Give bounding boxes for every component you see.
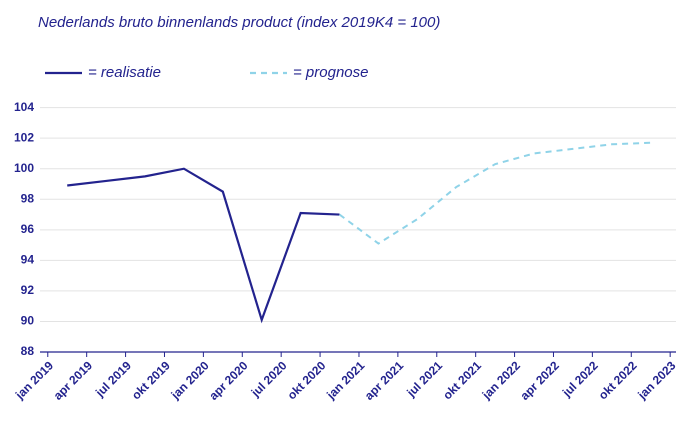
y-tick-label: 90 — [21, 314, 35, 328]
y-tick-label: 102 — [14, 130, 34, 144]
x-tick-label: apr 2021 — [362, 358, 407, 403]
y-tick-label: 98 — [21, 191, 35, 205]
y-tick-label: 104 — [14, 100, 34, 114]
y-tick-label: 96 — [21, 222, 35, 236]
chart-title: Nederlands bruto binnenlands product (in… — [38, 14, 440, 31]
x-tick-label: okt 2022 — [596, 358, 640, 402]
x-tick-label: jul 2019 — [92, 358, 134, 400]
x-tick-label: jan 2020 — [168, 358, 212, 402]
series-line — [67, 167, 340, 324]
y-tick-label: 100 — [14, 161, 34, 175]
x-tick-label: apr 2022 — [517, 358, 562, 403]
x-tick-label: apr 2020 — [206, 358, 251, 403]
x-tick-label: jul 2021 — [403, 358, 445, 400]
legend-label: = realisatie — [88, 64, 161, 81]
x-tick-label: okt 2019 — [129, 358, 173, 402]
x-tick-label: jul 2022 — [559, 358, 601, 400]
x-tick-label: jan 2021 — [323, 358, 367, 402]
x-tick-label: jul 2020 — [248, 358, 290, 400]
y-tick-label: 94 — [21, 253, 35, 267]
x-tick-label: jan 2023 — [634, 358, 678, 402]
x-tick-label: jan 2022 — [479, 358, 523, 402]
x-tick-label: jan 2019 — [12, 358, 56, 402]
legend-label: = prognose — [293, 64, 368, 81]
y-tick-label: 88 — [21, 344, 35, 358]
series-line — [338, 141, 651, 245]
x-tick-label: apr 2019 — [51, 358, 96, 403]
x-tick-label: okt 2020 — [285, 358, 329, 402]
x-tick-label: okt 2021 — [440, 358, 484, 402]
y-tick-label: 92 — [21, 283, 35, 297]
